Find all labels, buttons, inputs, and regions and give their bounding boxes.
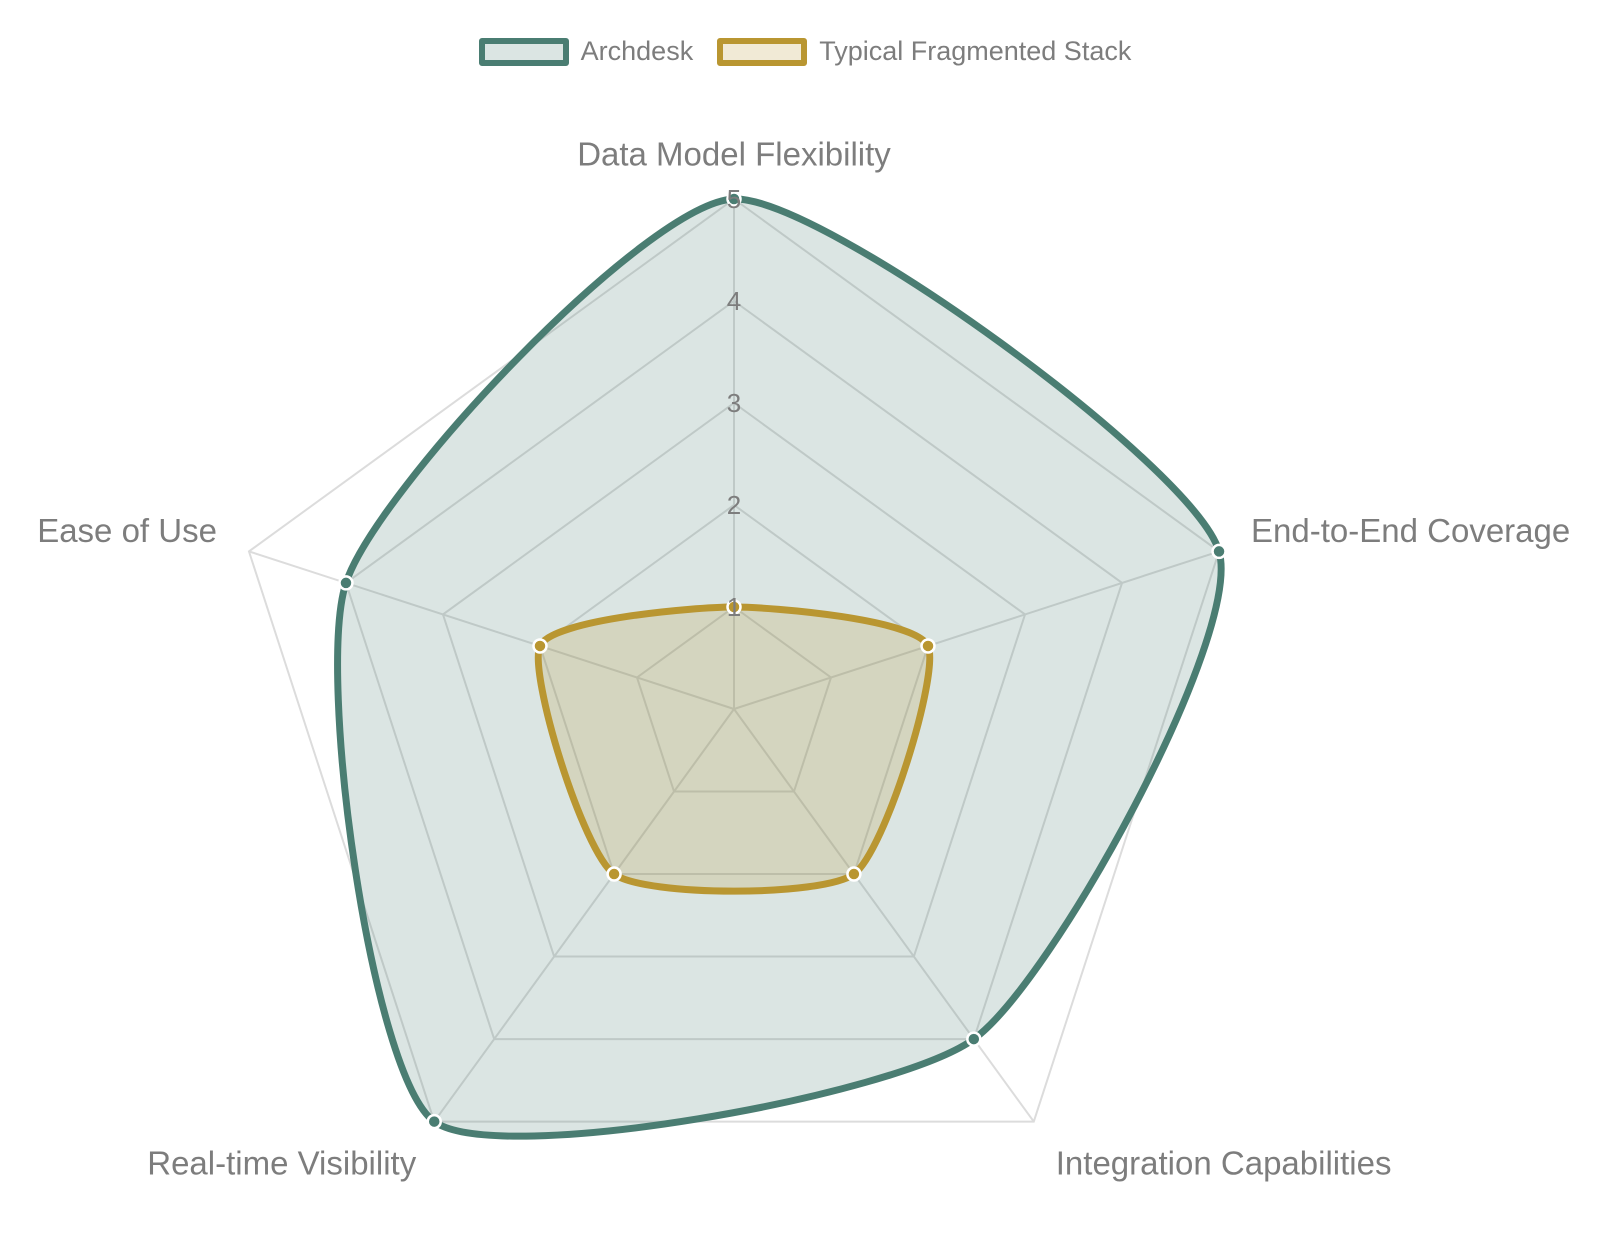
- tick-label-2: 2: [727, 490, 741, 520]
- tick-label-5: 5: [727, 184, 741, 214]
- grid-ring-3: [441, 401, 1027, 958]
- legend-swatch-archdesk: [478, 37, 569, 66]
- data-point-typical-fragmented-stack-real-time-visibility: [606, 866, 622, 882]
- axis-label-integration-capabilities: Integration Capabilities: [1056, 1144, 1392, 1181]
- data-point-archdesk-data-model-flexibility: [726, 191, 742, 207]
- tick-label-1: 1: [727, 592, 741, 622]
- axis-labels: Data Model Flexibility End-to-End Coverag…: [37, 136, 1570, 1182]
- data-point-typical-fragmented-stack-integration-capabilities: [846, 866, 862, 882]
- grid-spoke-integration-capabilities: [733, 708, 1035, 1123]
- legend-item-typical-fragmented-stack[interactable]: Typical Fragmented Stack: [717, 36, 1131, 67]
- data-point-typical-fragmented-stack-end-to-end-coverage: [920, 638, 936, 654]
- tick-label-3: 3: [727, 388, 741, 418]
- grid-ring-1: [635, 605, 833, 793]
- grid-ring-4: [344, 299, 1124, 1041]
- series-area-archdesk: [334, 195, 1225, 1140]
- radial-ticks: 1 2 3 4 5: [727, 184, 741, 622]
- grid-ring-2: [538, 503, 930, 876]
- axis-label-data-model-flexibility: Data Model Flexibility: [577, 136, 891, 173]
- grid-spoke-real-time-visibility: [433, 708, 735, 1123]
- data-point-archdesk-integration-capabilities: [966, 1031, 982, 1047]
- axis-label-end-to-end-coverage: End-to-End Coverage: [1251, 512, 1570, 549]
- grid-ring-5: [247, 197, 1221, 1123]
- legend: Archdesk Typical Fragmented Stack: [0, 36, 1610, 67]
- data-point-typical-fragmented-stack-data-model-flexibility: [726, 599, 742, 615]
- data-point-archdesk-real-time-visibility: [426, 1113, 442, 1130]
- data-point-typical-fragmented-stack-ease-of-use: [532, 638, 548, 654]
- data-point-archdesk-end-to-end-coverage: [1211, 543, 1227, 560]
- legend-swatch-typical-fragmented-stack: [717, 37, 808, 66]
- axis-label-real-time-visibility: Real-time Visibility: [147, 1144, 416, 1181]
- series-area-typical-fragmented-stack: [534, 603, 934, 895]
- grid-spoke-ease-of-use: [248, 550, 735, 710]
- legend-label-typical-fragmented-stack: Typical Fragmented Stack: [819, 36, 1132, 66]
- radar-grid: [247, 197, 1221, 1123]
- grid-spoke-end-to-end-coverage: [733, 550, 1220, 710]
- axis-label-ease-of-use: Ease of Use: [37, 512, 217, 549]
- legend-item-archdesk[interactable]: Archdesk: [478, 36, 694, 67]
- legend-label-archdesk: Archdesk: [580, 36, 694, 66]
- radar-series: [334, 191, 1227, 1140]
- data-point-archdesk-ease-of-use: [338, 575, 354, 591]
- tick-label-4: 4: [727, 286, 741, 316]
